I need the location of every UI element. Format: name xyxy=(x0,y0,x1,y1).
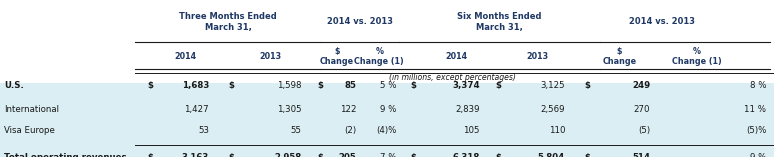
Text: 85: 85 xyxy=(344,81,356,90)
Text: (2): (2) xyxy=(344,126,356,135)
Text: 2014: 2014 xyxy=(175,52,197,61)
Text: 205: 205 xyxy=(338,153,356,157)
Text: $
Change: $ Change xyxy=(320,47,354,66)
Text: $: $ xyxy=(410,153,416,157)
Text: 5,804: 5,804 xyxy=(538,153,565,157)
Text: 11 %: 11 % xyxy=(745,105,766,114)
Text: 2013: 2013 xyxy=(527,52,549,61)
Bar xyxy=(0,0,774,83)
Text: 8 %: 8 % xyxy=(750,81,766,90)
Text: 2,839: 2,839 xyxy=(455,105,480,114)
Text: (in millions, except percentages): (in millions, except percentages) xyxy=(389,73,516,82)
Text: 122: 122 xyxy=(340,105,356,114)
Text: 2013: 2013 xyxy=(260,52,282,61)
Text: $: $ xyxy=(495,81,502,90)
Text: $
Change: $ Change xyxy=(602,47,636,66)
Text: Three Months Ended
March 31,: Three Months Ended March 31, xyxy=(180,12,277,32)
Text: Visa Europe: Visa Europe xyxy=(4,126,55,135)
Text: (5)%: (5)% xyxy=(746,126,766,135)
Bar xyxy=(0,83,774,157)
Text: 1,683: 1,683 xyxy=(182,81,209,90)
Text: 9 %: 9 % xyxy=(750,153,766,157)
Text: 3,163: 3,163 xyxy=(182,153,209,157)
Text: $: $ xyxy=(584,153,591,157)
Text: International: International xyxy=(4,105,59,114)
Text: 9 %: 9 % xyxy=(380,105,396,114)
Text: U.S.: U.S. xyxy=(4,81,24,90)
Text: 6,318: 6,318 xyxy=(453,153,480,157)
Text: 7 %: 7 % xyxy=(380,153,396,157)
Text: $: $ xyxy=(317,153,324,157)
Text: %
Change (1): % Change (1) xyxy=(354,47,404,66)
Text: %
Change (1): % Change (1) xyxy=(672,47,721,66)
Text: 1,427: 1,427 xyxy=(184,105,209,114)
Text: $: $ xyxy=(147,81,153,90)
Text: 55: 55 xyxy=(291,126,302,135)
Text: 53: 53 xyxy=(198,126,209,135)
Text: Six Months Ended
March 31,: Six Months Ended March 31, xyxy=(457,12,542,32)
Text: Total operating revenues: Total operating revenues xyxy=(4,153,126,157)
Text: 2014 vs. 2013: 2014 vs. 2013 xyxy=(327,17,393,27)
Text: 2014: 2014 xyxy=(446,52,467,61)
Text: $: $ xyxy=(410,81,416,90)
Text: 3,125: 3,125 xyxy=(540,81,565,90)
Text: $: $ xyxy=(147,153,153,157)
Text: $: $ xyxy=(317,81,324,90)
Text: 110: 110 xyxy=(549,126,565,135)
Text: 270: 270 xyxy=(634,105,650,114)
Text: $: $ xyxy=(228,81,235,90)
Text: $: $ xyxy=(584,81,591,90)
Text: (4)%: (4)% xyxy=(376,126,396,135)
Text: 1,598: 1,598 xyxy=(277,81,302,90)
Text: 514: 514 xyxy=(632,153,650,157)
Text: 1,305: 1,305 xyxy=(277,105,302,114)
Text: 2014 vs. 2013: 2014 vs. 2013 xyxy=(628,17,695,27)
Text: 249: 249 xyxy=(632,81,650,90)
Text: 105: 105 xyxy=(464,126,480,135)
Text: $: $ xyxy=(228,153,235,157)
Text: 2,569: 2,569 xyxy=(540,105,565,114)
Text: 3,374: 3,374 xyxy=(452,81,480,90)
Text: $: $ xyxy=(495,153,502,157)
Text: 5 %: 5 % xyxy=(380,81,396,90)
Text: 2,958: 2,958 xyxy=(275,153,302,157)
Text: (5): (5) xyxy=(638,126,650,135)
